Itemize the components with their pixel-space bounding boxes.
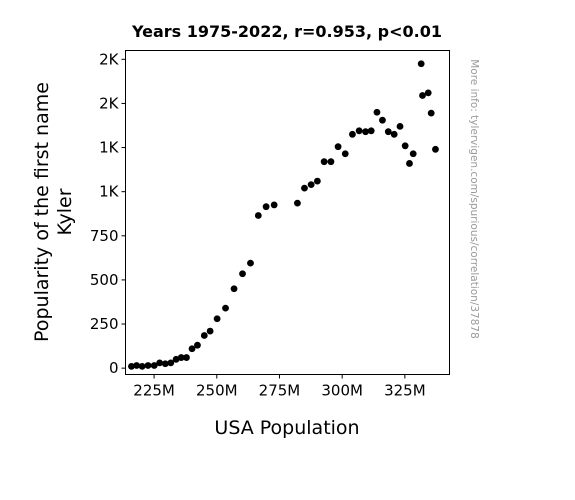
data-point	[313, 177, 321, 185]
data-point	[156, 359, 164, 367]
data-point	[194, 341, 201, 349]
data-point	[390, 130, 398, 138]
data-point	[406, 160, 413, 167]
x-tick-label: 300M	[321, 382, 363, 400]
data-point	[183, 354, 190, 361]
y-axis-label: Popularity of the first name	[31, 82, 53, 342]
data-point	[349, 130, 356, 138]
data-point	[177, 354, 185, 361]
data-point	[301, 184, 308, 192]
data-point	[230, 285, 238, 293]
data-points	[128, 60, 439, 370]
y-tick-label: 1K	[99, 139, 120, 157]
data-point	[341, 150, 349, 158]
y-tick-label: 750	[90, 227, 119, 245]
x-tick-label: 250M	[196, 382, 238, 400]
y-axis-label-line-2: Kyler	[54, 188, 76, 235]
data-point	[254, 212, 262, 219]
y-tick-label: 500	[90, 271, 119, 289]
data-point	[150, 362, 158, 369]
data-point	[327, 158, 335, 166]
data-point	[362, 128, 369, 136]
data-point	[247, 259, 254, 267]
data-point	[200, 332, 208, 339]
data-point	[307, 181, 315, 189]
y-tick-label: 2K	[99, 50, 120, 68]
data-point	[427, 109, 435, 117]
watermark-text: More info: tylervigen.com/spurious/corre…	[468, 59, 480, 339]
data-point	[144, 362, 152, 369]
data-point	[373, 108, 381, 116]
data-point	[128, 362, 135, 370]
data-point	[206, 327, 214, 335]
data-point	[384, 128, 392, 136]
data-point	[424, 89, 432, 97]
data-point	[213, 315, 221, 323]
data-point	[262, 203, 270, 211]
data-point	[367, 127, 375, 135]
data-point	[270, 201, 278, 209]
data-point	[417, 60, 425, 68]
data-point	[222, 304, 229, 312]
data-point	[419, 92, 426, 99]
y-tick-label: 0	[109, 359, 119, 377]
data-point	[379, 116, 386, 124]
data-point	[294, 199, 301, 207]
data-point	[167, 359, 175, 367]
data-point	[355, 127, 363, 135]
data-point	[396, 122, 404, 130]
y-tick-label: 250	[90, 315, 119, 333]
data-point	[133, 362, 141, 369]
data-point	[401, 142, 409, 150]
y-tick-label: 1K	[99, 183, 120, 201]
x-tick-label: 225M	[133, 382, 175, 400]
data-point	[432, 145, 439, 153]
y-tick-label: 2K	[99, 94, 120, 112]
data-point	[239, 270, 246, 278]
data-point	[320, 158, 328, 166]
x-axis: 225M 250M 275M 300M 325M	[133, 374, 426, 400]
data-point	[334, 143, 342, 151]
x-tick-label: 325M	[384, 382, 426, 400]
y-axis: 0 250 500 750 1K 1K 2K 2K	[90, 50, 126, 377]
data-point	[188, 345, 196, 353]
data-point	[409, 150, 417, 158]
plot-area	[125, 50, 450, 375]
data-point	[138, 362, 146, 370]
chart-title: Years 1975-2022, r=0.953, p<0.01	[131, 22, 442, 41]
x-tick-label: 275M	[259, 382, 301, 400]
data-point	[161, 360, 169, 368]
x-axis-label: USA Population	[214, 417, 359, 439]
